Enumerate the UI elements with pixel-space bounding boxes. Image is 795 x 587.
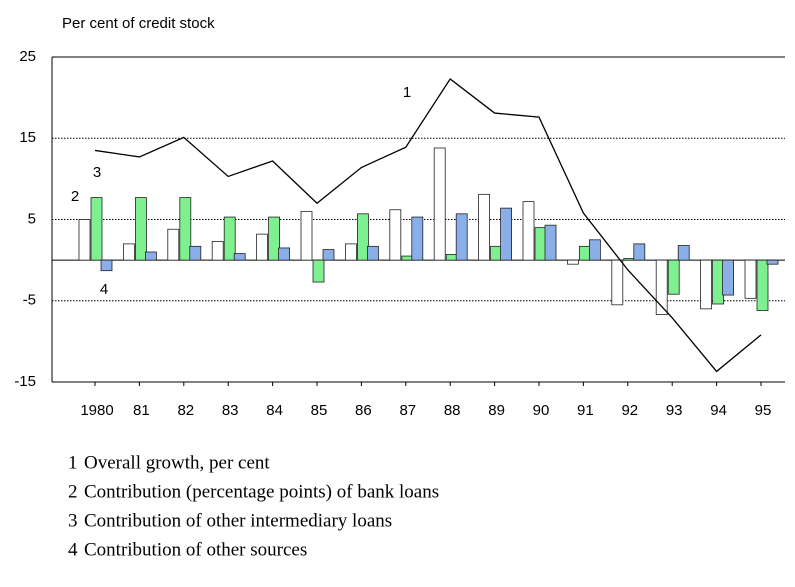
bar	[268, 216, 281, 261]
bar	[100, 259, 113, 272]
y-axis-label: Per cent of credit stock	[62, 15, 215, 32]
bar	[544, 224, 557, 261]
bar	[611, 259, 624, 306]
bar	[211, 241, 224, 261]
bar	[312, 259, 325, 283]
legend-key: 1	[68, 452, 78, 473]
bar	[344, 243, 357, 261]
x-tick-label: 93	[666, 402, 683, 419]
x-tick-label: 89	[488, 402, 505, 419]
series-annotation: 2	[71, 188, 79, 205]
legend-label: Contribution of other intermediary loans	[84, 510, 392, 531]
bar	[756, 259, 769, 311]
y-tick-label: -15	[14, 373, 36, 390]
bar	[179, 197, 192, 261]
x-tick-label: 83	[222, 402, 239, 419]
bar	[256, 233, 269, 261]
bar	[366, 245, 379, 261]
bar	[490, 245, 503, 261]
line	[94, 77, 762, 373]
x-tick-label: 84	[266, 402, 283, 419]
bar	[522, 201, 535, 261]
bar	[455, 213, 468, 261]
bar	[123, 243, 135, 261]
bar	[78, 219, 91, 261]
x-tick-label: 85	[311, 402, 328, 419]
x-tick-label: 86	[355, 402, 372, 419]
legend-label: Contribution of other sources	[84, 539, 307, 560]
y-tick-label: -5	[23, 292, 36, 309]
x-tick-label: 95	[755, 402, 772, 419]
bar	[167, 228, 180, 261]
x-tick-label: 1980	[80, 402, 113, 419]
x-tick-label: 87	[399, 402, 416, 419]
series-annotation: 1	[403, 84, 411, 101]
bar	[300, 210, 313, 261]
bar	[567, 259, 579, 265]
bar	[445, 254, 458, 261]
bar	[500, 207, 513, 261]
x-tick-label: 90	[533, 402, 550, 419]
bar	[534, 227, 547, 261]
legend-label: Overall growth, per cent	[84, 452, 270, 473]
y-tick-label: 15	[19, 129, 36, 146]
bar	[655, 259, 668, 315]
bar	[722, 259, 734, 296]
bar	[589, 239, 601, 261]
x-tick-label: 94	[710, 402, 727, 419]
bar	[134, 197, 147, 261]
x-tick-label: 82	[177, 402, 194, 419]
series-annotation: 4	[100, 281, 108, 298]
bar	[766, 259, 779, 265]
bar	[478, 193, 491, 261]
y-tick-label: 25	[19, 48, 36, 65]
series-annotation: 3	[93, 164, 101, 181]
bar	[433, 147, 446, 261]
bar	[623, 258, 636, 261]
bar	[411, 216, 424, 261]
legend: 1 Overall growth, per cent 2 Contribution (…	[68, 452, 439, 560]
bar	[389, 209, 402, 261]
bar	[677, 245, 690, 261]
bar	[90, 197, 103, 261]
bar	[401, 255, 414, 261]
bar	[322, 249, 335, 261]
x-tick-label: 91	[577, 402, 594, 419]
legend-label: Contribution (percentage points) of bank…	[84, 481, 439, 502]
bar	[633, 243, 646, 261]
bar	[278, 247, 291, 261]
bar	[579, 245, 591, 261]
bar	[233, 253, 246, 261]
bar	[712, 259, 724, 305]
bar	[744, 259, 757, 299]
legend-key: 4	[68, 539, 78, 560]
bar	[223, 216, 236, 261]
x-tick-label: 92	[621, 402, 638, 419]
bar	[356, 213, 369, 261]
bar	[189, 245, 202, 261]
bar	[700, 259, 712, 310]
y-tick-label: 5	[28, 210, 36, 227]
bar	[144, 251, 157, 261]
bar	[667, 259, 680, 295]
legend-key: 3	[68, 510, 78, 531]
x-tick-label: 81	[133, 402, 150, 419]
x-tick-label: 88	[444, 402, 461, 419]
legend-key: 2	[68, 481, 78, 502]
